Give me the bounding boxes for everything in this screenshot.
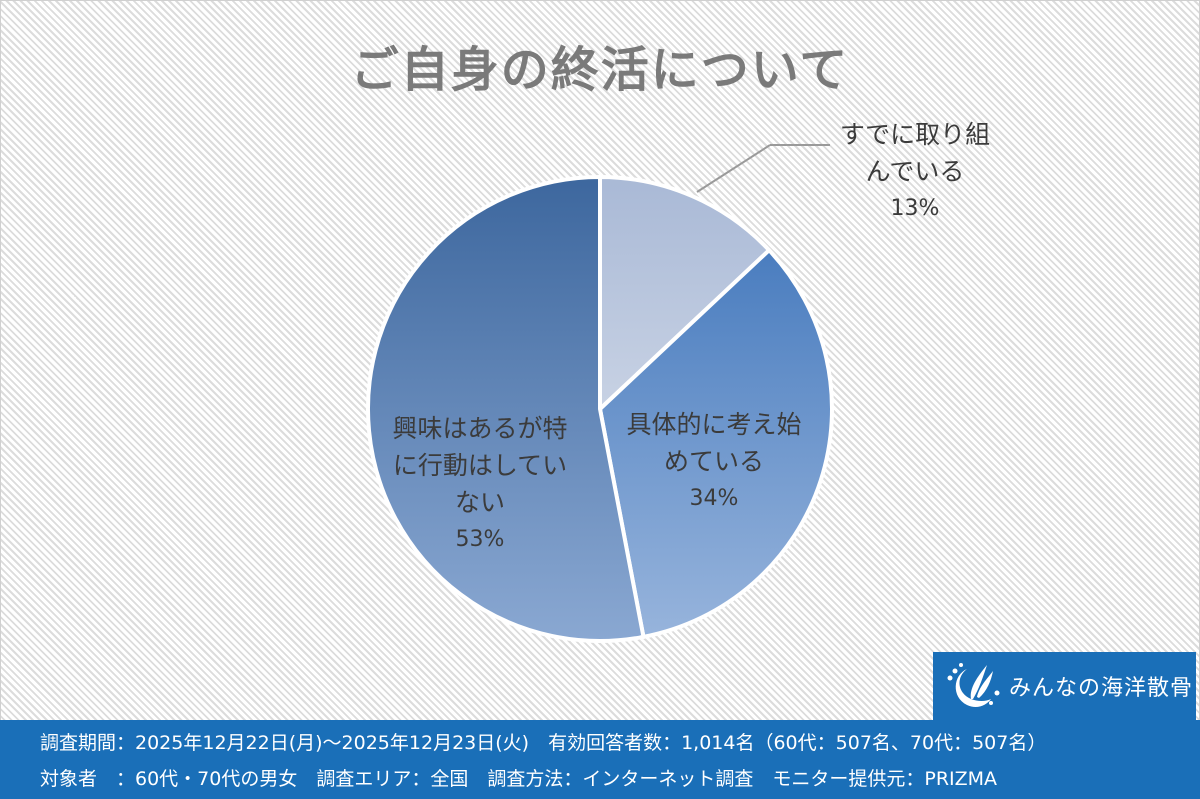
brand-name: みんなの海洋散骨 — [1009, 676, 1194, 701]
slice-value: 53% — [455, 527, 505, 552]
survey-target-line: 対象者 ：60代・70代の男女 調査エリア：全国 調査方法：インターネット調査 … — [40, 768, 998, 790]
slice-label-already-started: すでに取り組 んでいる 13% — [820, 116, 1010, 227]
pie-slice-considering — [598, 248, 834, 639]
slice-label-considering: 具体的に考え始 めている 34% — [608, 406, 820, 517]
pie-slice-interested-no-action — [366, 175, 646, 643]
pie-slice-already-started — [598, 175, 772, 411]
wave-crescent-logo-icon — [947, 663, 1000, 708]
slice-label-interested-no-action: 興味はあるが特 に行動はしてい ない 53% — [372, 410, 588, 558]
survey-period-line: 調査期間：2025年12月22日(月)～2025年12月23日(火) 有効回答者… — [40, 732, 1047, 754]
chart-title: ご自身の終活について — [350, 42, 850, 98]
slice-value: 34% — [689, 486, 739, 511]
survey-info-footer: 調査期間：2025年12月22日(月)～2025年12月23日(火) 有効回答者… — [0, 720, 1200, 799]
brand-logo: みんなの海洋散骨 — [933, 652, 1196, 720]
leader-line — [696, 144, 771, 193]
slice-value: 13% — [890, 196, 940, 221]
